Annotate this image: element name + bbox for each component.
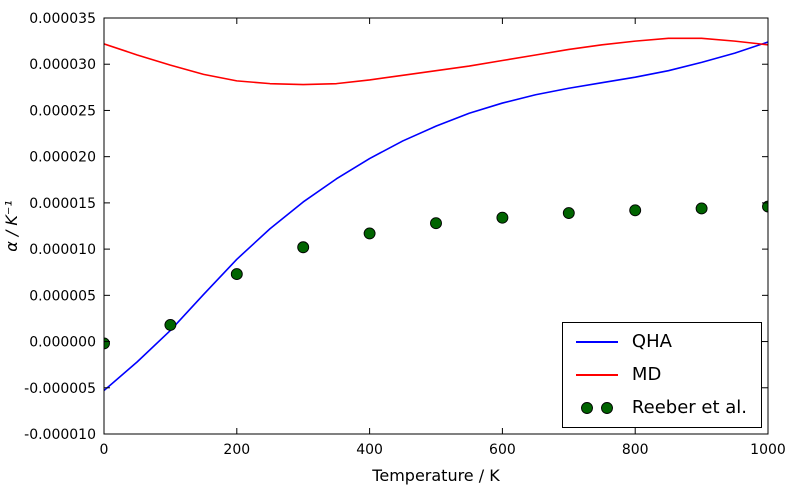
y-tick-label: 0.000020 — [29, 150, 96, 166]
y-tick-label: 0.000005 — [29, 288, 96, 304]
series-point-reeber-et-al — [762, 200, 768, 213]
legend-item-reeber: Reeber et al. — [574, 399, 747, 417]
legend-label-qha: QHA — [631, 331, 672, 352]
y-tick-label: 0.000000 — [29, 335, 96, 351]
series-point-reeber-et-al — [430, 217, 442, 230]
legend-label-md: MD — [631, 364, 662, 385]
series-line-qha — [104, 41, 768, 392]
series-point-reeber-et-al — [104, 337, 110, 350]
series-point-reeber-et-al — [562, 207, 575, 220]
plot-area: 0 200 400 600 800 1000 -0.000010 -0.000005 0.000… — [24, 11, 786, 458]
series-point-reeber-et-al — [164, 318, 177, 331]
series-line-md — [104, 37, 768, 86]
y-tick-label: 0.000025 — [29, 103, 96, 119]
legend: QHA MD Reeber et al. — [561, 322, 762, 428]
x-tick-label: 400 — [356, 442, 383, 458]
series-group — [104, 37, 768, 392]
y-tick-label: 0.000030 — [29, 57, 96, 73]
legend-item-qha: QHA — [574, 333, 747, 351]
legend-item-md: MD — [574, 366, 747, 384]
series-point-reeber-et-al — [297, 241, 310, 254]
legend-line-sample-md — [575, 374, 618, 376]
x-tick-label: 800 — [622, 442, 649, 458]
series-point-reeber-et-al — [695, 202, 708, 215]
x-axis-label: Temperature / K — [371, 466, 500, 485]
series-point-reeber-et-al — [629, 204, 642, 217]
x-tick-label: 0 — [100, 442, 109, 458]
legend-label-reeber: Reeber et al. — [631, 397, 747, 418]
x-tick-label: 200 — [223, 442, 250, 458]
x-tick-label: 1000 — [750, 442, 786, 458]
y-tick-label: -0.000005 — [24, 381, 96, 397]
axes-frame — [103, 17, 769, 435]
series-point-reeber-et-al — [230, 268, 243, 281]
legend-line-sample-qha — [575, 341, 618, 343]
y-tick-label: 0.000010 — [29, 242, 96, 258]
x-tick-label: 600 — [489, 442, 516, 458]
y-tick-label: 0.000035 — [29, 11, 96, 27]
y-tick-label: -0.000010 — [24, 427, 96, 443]
y-axis-label: α / K⁻¹ — [2, 200, 21, 251]
series-point-reeber-et-al — [496, 211, 509, 224]
series-point-reeber-et-al — [363, 227, 376, 240]
y-tick-label: 0.000015 — [29, 196, 96, 212]
legend-marker-sample-reeber — [580, 402, 613, 414]
